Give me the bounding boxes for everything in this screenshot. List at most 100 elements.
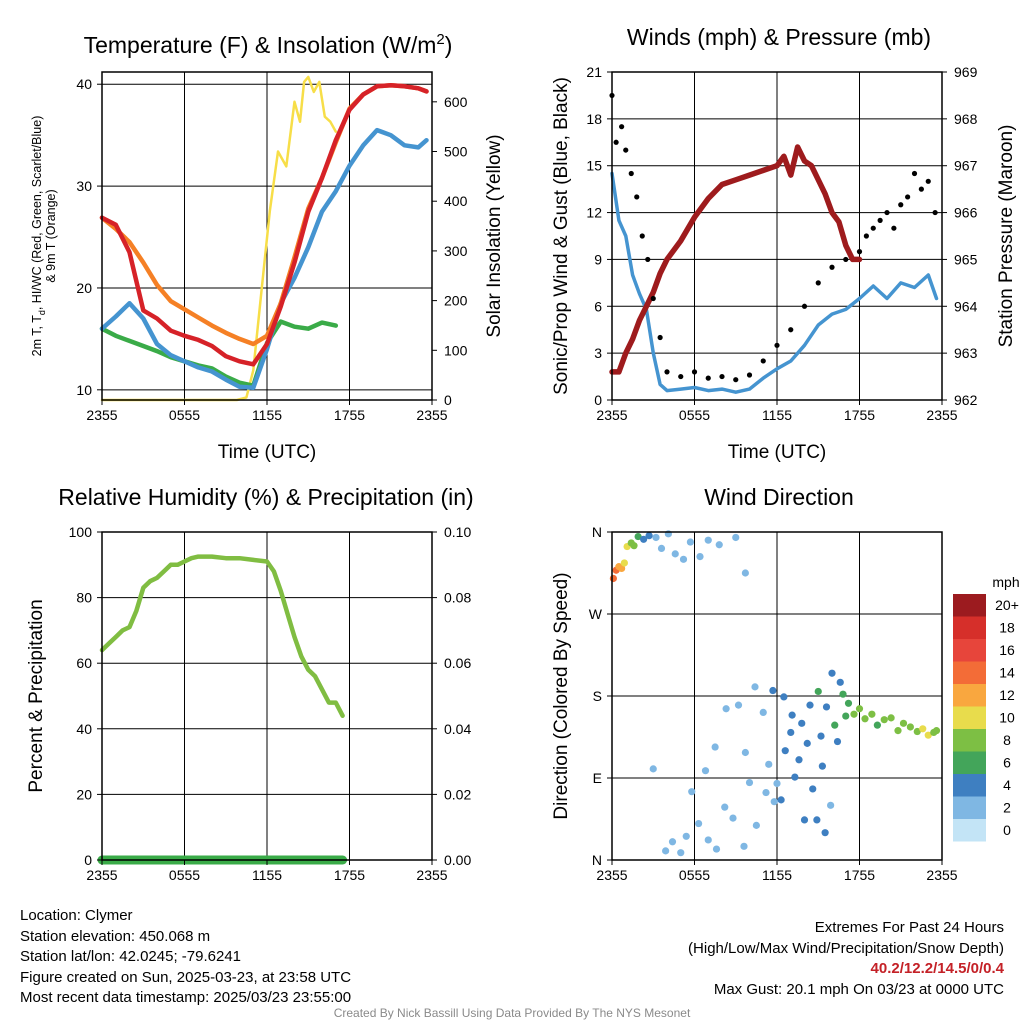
wdir-point: [679, 555, 688, 563]
colorbar-label: 8: [1003, 732, 1011, 748]
wdir-point: [704, 536, 712, 544]
colorbar-swatch: [953, 661, 986, 684]
rh-y2tick-label: 0.02: [444, 786, 471, 802]
wdir-point: [932, 727, 941, 735]
wdir-point: [828, 669, 836, 677]
temp-xtick-label: 1755: [334, 407, 365, 423]
wdir-point: [671, 550, 679, 558]
wdir-point: [682, 832, 690, 840]
rh-ytick-label: 40: [76, 721, 92, 737]
winds-xlabel: Time (UTC): [728, 442, 827, 463]
wdir-point: [695, 819, 703, 828]
wdir-point: [773, 779, 781, 788]
gust-point: [705, 375, 711, 381]
winds-panel-title: Winds (mph) & Pressure (mb): [627, 24, 931, 50]
wdir-point: [913, 727, 921, 736]
station-elevation: Station elevation: 450.068 m: [20, 927, 211, 945]
rh-chart: 2355 0555 1155 1755 23550204060801000.000.02…: [69, 524, 472, 883]
wdir-point: [800, 816, 809, 824]
wdir-xtick-label: 2355: [926, 867, 957, 883]
gust-point: [905, 194, 911, 200]
wdir-point: [751, 683, 759, 691]
wdir-point: [894, 727, 902, 735]
winds-xtick-label: 0555: [679, 407, 710, 423]
temp-xtick-label: 1155: [252, 407, 282, 423]
winds-y2-ytick-label: 968: [954, 111, 978, 127]
gust-point: [843, 256, 849, 263]
wdir-point: [831, 721, 839, 729]
wdir-point: [696, 553, 704, 561]
winds-y2label: Station Pressure (Maroon): [996, 125, 1017, 348]
wdir-point: [770, 798, 778, 806]
wdir-panel-title: Wind Direction: [704, 484, 854, 510]
winds-ytick-label: 6: [594, 298, 602, 314]
winds-y2-ytick-label: 965: [954, 251, 978, 267]
colorbar-label: 6: [1003, 755, 1011, 771]
temp-y2-ytick-label: 0: [444, 392, 452, 408]
gust-point: [623, 147, 629, 153]
winds-xtick-label: 1155: [762, 407, 792, 423]
extremes-title: Extremes For Past 24 Hours: [814, 919, 1004, 936]
wdir-point: [652, 533, 660, 542]
gust-point: [634, 194, 640, 200]
figure-created: Figure created on Sun, 2025-03-23, at 23…: [20, 968, 352, 986]
winds-y2-ytick-label: 962: [954, 392, 978, 408]
colorbar-swatch: [953, 774, 986, 797]
rh-panel-title: Relative Humidity (%) & Precipitation (i…: [58, 484, 473, 510]
wdir-point: [732, 533, 740, 542]
temp-xlabel: Time (UTC): [218, 442, 317, 463]
wdir-point: [704, 836, 712, 844]
wdir-point: [649, 765, 657, 773]
gust-point: [801, 303, 808, 309]
wdir-xtick-label: 1755: [844, 867, 875, 883]
gust-point: [719, 373, 725, 380]
series-9m-t: [99, 82, 429, 347]
gust-point: [815, 280, 821, 286]
temp-y2-ytick-label: 500: [444, 144, 468, 160]
gust-point: [918, 186, 924, 192]
temp-panel-title: Temperature (F) & Insolation (W/m2): [84, 31, 453, 58]
wdir-ytick-label: W: [589, 606, 603, 622]
winds-ytick-label: 0: [594, 392, 602, 408]
wdir-point: [814, 687, 822, 696]
temp-y2-ytick-label: 300: [444, 243, 468, 259]
gust-point: [774, 342, 780, 348]
winds-y2-ytick-label: 966: [954, 205, 978, 221]
winds-chart: 2355 0555 1155 1755 235503691215182196296396…: [586, 64, 977, 423]
gust-point: [678, 373, 684, 380]
winds-xtick-label: 2355: [596, 407, 627, 423]
colorbar-label: 12: [999, 687, 1015, 703]
colorbar-label: 14: [999, 665, 1015, 681]
winds-y2-ytick-label: 969: [954, 64, 978, 80]
wdir-point: [809, 785, 817, 793]
wdir-point: [769, 686, 777, 695]
wdir-point: [839, 690, 847, 698]
colorbar-swatch: [953, 616, 986, 639]
wdir-point: [630, 542, 638, 550]
rh-xtick-label: 1755: [334, 867, 365, 883]
wdir-ytick-label: N: [592, 524, 602, 540]
wdir-point: [791, 773, 799, 781]
gust-point: [911, 170, 918, 177]
colorbar-swatch: [953, 639, 986, 662]
colorbar-label: 10: [999, 710, 1015, 726]
wdir-point: [817, 732, 825, 740]
temp-y2-ytick-label: 100: [444, 342, 468, 358]
temp-xtick-label: 2355: [86, 407, 117, 423]
temp-ylabel: 2m T, Td, HI/WC (Red, Green, Scarlet/Blu…: [30, 116, 47, 357]
wdir-point: [919, 725, 927, 733]
temp-y2-ytick-label: 200: [444, 293, 468, 309]
rh-ytick-label: 0: [84, 852, 92, 868]
rh-y2tick-label: 0.06: [444, 655, 471, 671]
pressure-line: [609, 144, 863, 375]
rh-xtick-label: 1155: [252, 867, 282, 883]
rh-ytick-label: 80: [76, 590, 92, 606]
gust-point: [788, 327, 794, 333]
colorbar-swatch: [953, 819, 986, 842]
rh-xtick-label: 2355: [416, 867, 447, 883]
winds-ytick-label: 12: [586, 205, 602, 221]
wdir-point: [844, 699, 853, 707]
colorbar-label: 4: [1003, 777, 1011, 793]
wdir-ytick-label: E: [593, 770, 602, 786]
wdir-point: [787, 728, 795, 737]
